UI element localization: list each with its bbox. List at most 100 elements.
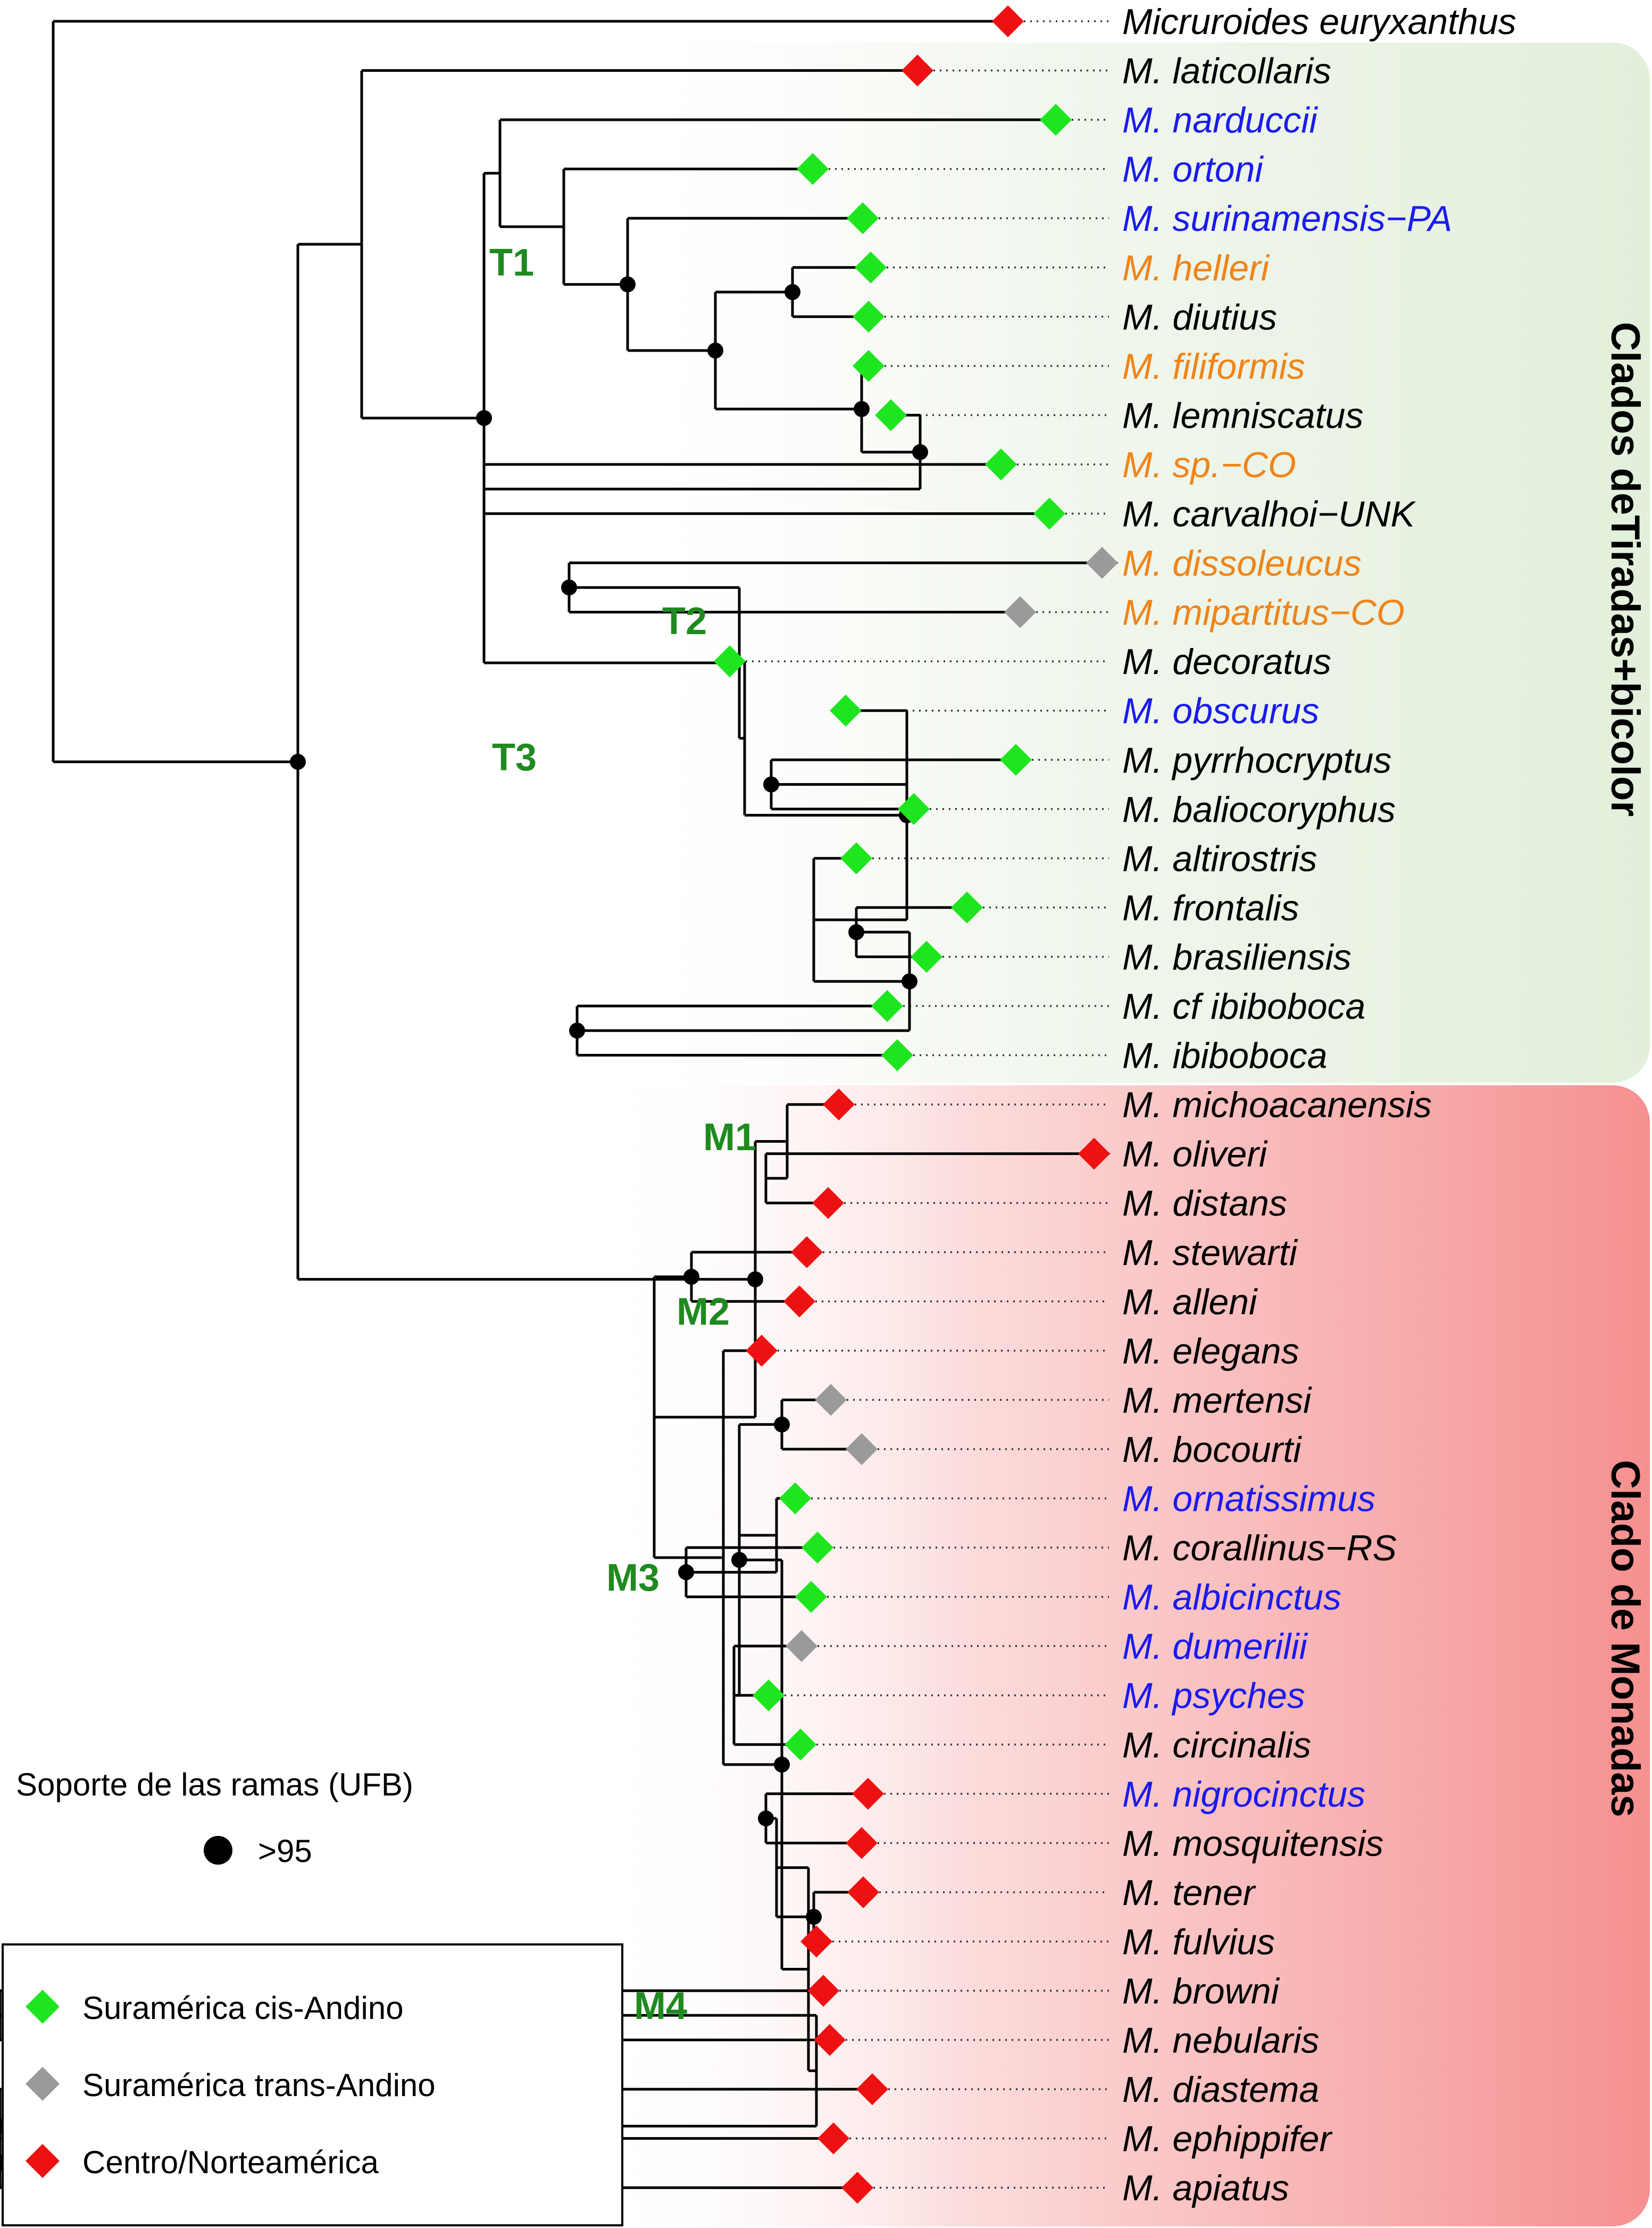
taxon-label: M. dissoleucus: [1122, 543, 1362, 584]
taxon-label: M. ibiboboca: [1122, 1036, 1328, 1076]
taxon-label: M. ornatissimus: [1122, 1479, 1375, 1519]
red-diamond-icon: [807, 1975, 839, 2007]
support-node-3: [476, 410, 492, 426]
taxon-label: M. dumerilii: [1122, 1626, 1308, 1667]
support-node-10: [912, 444, 928, 460]
taxon-label: M. sp.−CO: [1122, 445, 1296, 485]
taxon-label: M. lemniscatus: [1122, 395, 1363, 436]
taxon-label: M. stewarti: [1122, 1233, 1298, 1273]
green-diamond-icon: [785, 1728, 816, 1761]
taxon-label: M. browni: [1122, 1971, 1280, 2011]
clade-label-m4: M4: [634, 1985, 687, 2027]
support-node-27: [774, 1756, 790, 1773]
clade-label-m1: M1: [703, 1116, 756, 1159]
green-diamond-icon: [802, 1532, 833, 1564]
gray-diamond-icon: [26, 2067, 60, 2101]
taxon-label: M. brasiliensis: [1122, 937, 1351, 977]
red-diamond-icon: [800, 1925, 832, 1958]
red-diamond-icon: [1078, 1137, 1110, 1170]
green-diamond-icon: [795, 1581, 827, 1613]
support-node-9: [854, 401, 870, 417]
green-diamond-icon: [840, 842, 872, 875]
region-legend-trans: Suramérica trans-Andino: [26, 2067, 436, 2103]
gray-diamond-icon: [786, 1630, 817, 1662]
green-diamond-icon: [898, 793, 930, 825]
support-node-8: [785, 284, 800, 301]
region-legend-trans-label: Suramérica trans-Andino: [82, 2067, 436, 2103]
taxon-label: M. ephippifer: [1122, 2119, 1332, 2159]
region-legend-box: [2, 1943, 623, 2226]
green-diamond-icon: [1033, 497, 1065, 530]
taxon-label: M. apiatus: [1122, 2168, 1289, 2208]
support-node-symbol: [204, 1836, 232, 1865]
clade-label-t2: T2: [662, 600, 707, 643]
green-diamond-icon: [875, 399, 907, 431]
red-diamond-icon: [812, 1187, 844, 1219]
red-diamond-icon: [814, 2024, 846, 2056]
red-diamond-icon: [852, 1777, 884, 1810]
taxon-label: M. michoacanensis: [1122, 1085, 1432, 1125]
red-diamond-icon: [823, 1088, 855, 1121]
red-diamond-icon: [817, 2122, 849, 2155]
green-diamond-icon: [951, 891, 983, 924]
green-diamond-icon: [881, 1039, 913, 1071]
taxon-label: M. circinalis: [1122, 1725, 1311, 1765]
support-node-25: [683, 1269, 699, 1285]
green-diamond-icon: [871, 990, 903, 1022]
taxon-label: M. carvalhoi−UNK: [1122, 494, 1416, 535]
green-diamond-icon: [753, 1679, 785, 1711]
support-node-1: [290, 753, 306, 770]
support-node-35: [758, 1810, 774, 1827]
taxon-label: M. nigrocinctus: [1122, 1774, 1365, 1815]
red-diamond-icon: [902, 54, 933, 87]
green-diamond-icon: [797, 153, 829, 185]
red-diamond-icon: [846, 1827, 878, 1859]
taxon-label: M. narduccii: [1122, 100, 1318, 140]
taxon-label: M. diastema: [1122, 2069, 1319, 2110]
support-node-6: [620, 276, 636, 293]
taxon-label: M. fulvius: [1122, 1922, 1275, 1962]
region-legend-centro-label: Centro/Norteamérica: [82, 2144, 379, 2180]
gray-diamond-icon: [815, 1384, 847, 1416]
region-legend-cis-label: Suramérica cis-Andino: [82, 1990, 404, 2026]
side-label-tiradas: Clados deTiradas+bicolor: [1603, 322, 1648, 817]
green-diamond-icon: [985, 448, 1017, 480]
taxon-label: M. alleni: [1122, 1282, 1258, 1322]
taxon-label: M. surinamensis−PA: [1122, 198, 1452, 239]
region-legend-centro: Centro/Norteamérica: [26, 2144, 379, 2180]
taxon-label: M. helleri: [1122, 248, 1270, 288]
taxon-label: M. cf ibiboboca: [1122, 986, 1365, 1027]
support-node-29: [774, 1416, 790, 1433]
taxon-label: M. psyches: [1122, 1676, 1305, 1716]
taxon-label: M. albicinctus: [1122, 1577, 1341, 1618]
gray-diamond-icon: [1004, 596, 1036, 628]
taxon-label: M. mosquitensis: [1122, 1823, 1383, 1864]
taxon-label: M. altirostris: [1122, 838, 1317, 879]
taxon-label: M. mipartitus−CO: [1122, 593, 1405, 633]
red-diamond-icon: [847, 1876, 879, 1908]
red-diamond-icon: [841, 2172, 873, 2204]
clade-label-t1: T1: [489, 242, 534, 284]
support-node-28: [731, 1552, 747, 1568]
red-diamond-icon: [992, 5, 1024, 37]
support-node-31: [678, 1564, 694, 1581]
clade-label-m2: M2: [677, 1291, 730, 1333]
taxon-label: Micruroides euryxanthus: [1122, 2, 1516, 42]
tiradas-clade-box: [596, 43, 1650, 1083]
side-label-monadas: Clado de Monadas: [1603, 1460, 1648, 1817]
taxon-label: M. oliveri: [1122, 1134, 1268, 1175]
support-node-18: [902, 973, 917, 990]
taxon-label: M. frontalis: [1122, 888, 1299, 928]
green-diamond-icon: [911, 941, 942, 973]
support-node-19: [848, 924, 864, 941]
support-node-20: [569, 1022, 585, 1039]
support-node-36: [806, 1909, 822, 1925]
green-diamond-icon: [853, 350, 885, 382]
red-diamond-icon: [783, 1285, 815, 1318]
green-diamond-icon: [714, 645, 746, 678]
green-diamond-icon: [1000, 744, 1032, 776]
taxon-label: M. tener: [1122, 1873, 1256, 1913]
red-diamond-icon: [791, 1236, 823, 1268]
green-diamond-icon: [26, 1990, 60, 2024]
